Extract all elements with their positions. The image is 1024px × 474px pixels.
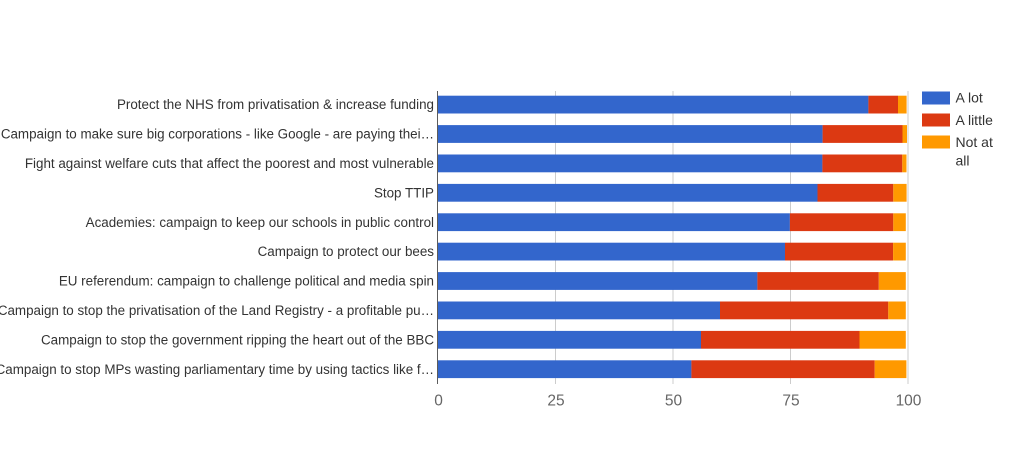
- svg-text:Protect the NHS from privatisa: Protect the NHS from privatisation & inc…: [117, 97, 434, 112]
- svg-text:Campaign to protect our bees: Campaign to protect our bees: [258, 244, 435, 259]
- svg-text:A little: A little: [956, 112, 994, 128]
- svg-text:EU referendum: campaign to cha: EU referendum: campaign to challenge pol…: [59, 274, 434, 289]
- svg-text:25: 25: [547, 392, 564, 409]
- svg-text:Campaign to make sure big corp: Campaign to make sure big corporations -…: [1, 127, 434, 142]
- svg-text:Campaign to stop the privatisa: Campaign to stop the privatisation of th…: [0, 303, 434, 318]
- svg-text:Stop TTIP: Stop TTIP: [374, 185, 434, 200]
- svg-text:50: 50: [665, 392, 683, 409]
- svg-text:Fight against welfare cuts tha: Fight against welfare cuts that affect t…: [25, 156, 434, 171]
- svg-text:Academies: campaign to keep ou: Academies: campaign to keep our schools …: [86, 215, 434, 230]
- svg-text:Campaign to stop MPs wasting p: Campaign to stop MPs wasting parliamenta…: [0, 362, 434, 377]
- svg-text:100: 100: [896, 392, 922, 409]
- svg-text:75: 75: [782, 392, 799, 409]
- svg-text:A lot: A lot: [956, 90, 983, 106]
- svg-text:0: 0: [434, 392, 443, 409]
- svg-text:all: all: [956, 153, 970, 169]
- svg-text:Not at: Not at: [956, 134, 993, 150]
- svg-text:Campaign to stop the governmen: Campaign to stop the government ripping …: [41, 332, 434, 347]
